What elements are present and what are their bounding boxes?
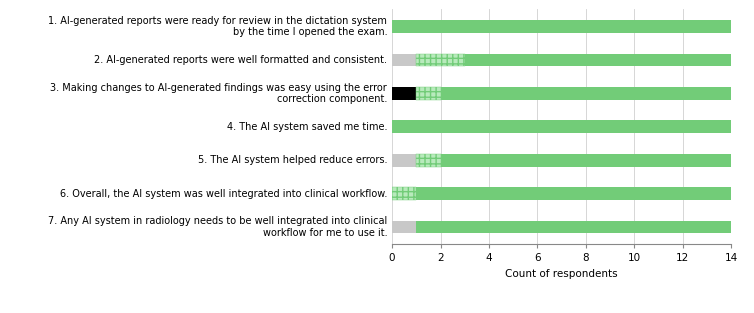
Bar [392, 154, 416, 167]
Bar [416, 187, 731, 200]
Bar [392, 20, 731, 33]
Bar [464, 54, 731, 66]
Bar [392, 54, 416, 66]
Bar [440, 154, 731, 167]
X-axis label: Count of respondents: Count of respondents [505, 269, 618, 279]
Bar [416, 221, 731, 233]
Bar [416, 154, 440, 167]
Bar [440, 87, 731, 100]
Bar [392, 187, 416, 200]
Bar [416, 54, 464, 66]
Bar [392, 221, 416, 233]
Bar [392, 121, 731, 133]
Bar [392, 87, 416, 100]
Bar [416, 87, 440, 100]
